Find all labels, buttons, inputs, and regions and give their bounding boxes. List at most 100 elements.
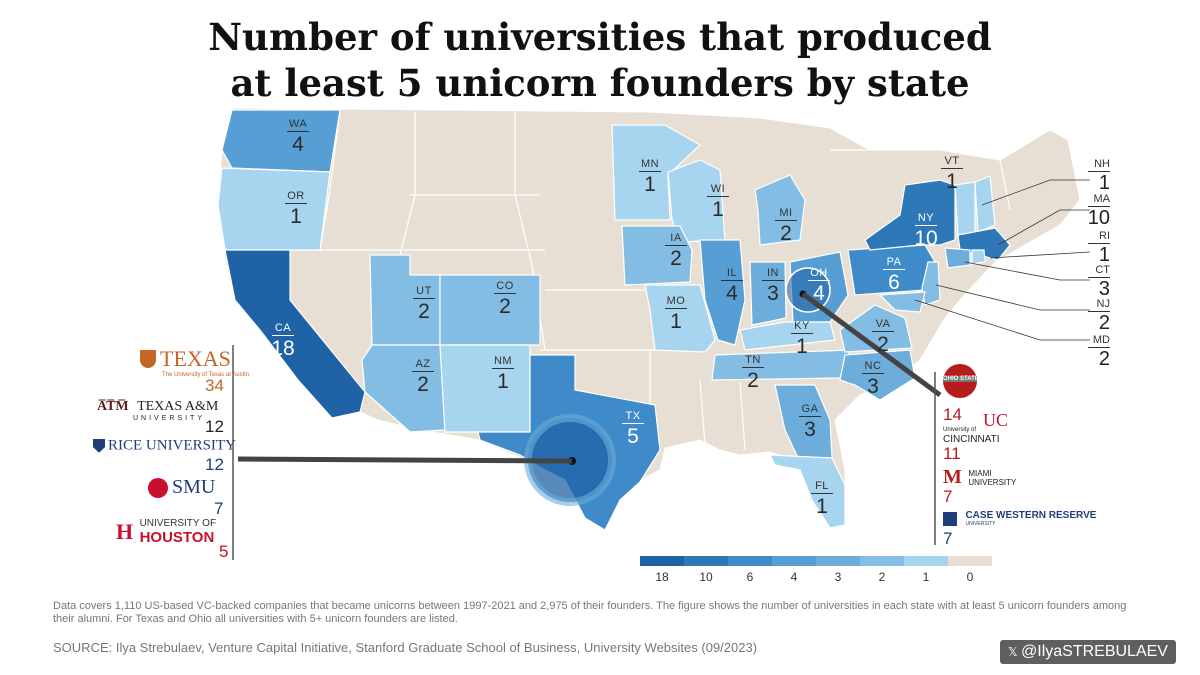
legend-label-4: 4 <box>790 570 798 584</box>
miami-logo: M MIAMI UNIVERSITY <box>943 466 1016 489</box>
label-nc-abbr: NC <box>864 360 882 372</box>
label-ct-abbr: CT <box>1095 264 1110 276</box>
source-line: SOURCE: Ilya Strebulaev, Venture Capital… <box>53 640 758 655</box>
legend-swatch-6 <box>728 556 772 566</box>
label-nj-abbr: NJ <box>1096 298 1110 310</box>
label-ma-num: 10 <box>1087 207 1110 229</box>
label-mi-abbr: MI <box>779 207 793 219</box>
label-ct: CT 3 <box>1050 264 1110 300</box>
uh-logo-text: UNIVERSITY OF <box>139 518 217 529</box>
twitter-handle[interactable]: 𝕏 @IlyaSTREBULAEV <box>1000 640 1176 664</box>
label-va: VA 2 <box>853 318 913 356</box>
label-ny-abbr: NY <box>917 212 935 224</box>
label-or: OR 1 <box>266 190 326 228</box>
label-ky: KY 1 <box>772 320 832 358</box>
label-wi-num: 1 <box>712 198 724 221</box>
label-ky-abbr: KY <box>794 320 810 332</box>
label-az-num: 2 <box>417 373 429 396</box>
state-co <box>439 274 541 346</box>
east-leader-lines <box>914 179 1091 341</box>
ohio-state-logo-text: OHIO STATE <box>943 376 979 382</box>
ut-austin-logo-sub: The University of Texas at Austin <box>162 372 249 378</box>
texas-am-logo-sub: UNIVERSITY <box>133 415 206 422</box>
label-ga-num: 3 <box>804 418 816 441</box>
label-or-abbr: OR <box>287 190 305 202</box>
label-il: IL 4 <box>702 267 762 305</box>
map-title: Number of universities that produced at … <box>0 14 1200 106</box>
ut-austin-logo: TEXAS The University of Texas at Austin <box>140 346 249 378</box>
state-ky <box>739 321 836 351</box>
label-vt-num: 1 <box>946 170 958 193</box>
cincinnati-logo-text: University of <box>943 427 977 433</box>
label-wa-abbr: WA <box>288 118 308 130</box>
miami-logo-text: MIAMI <box>968 468 992 478</box>
label-pa-num: 6 <box>888 271 900 294</box>
label-co-abbr: CO <box>496 280 514 292</box>
smu-seal-icon <box>148 477 168 498</box>
ut-austin-logo-text: TEXAS <box>160 346 231 371</box>
label-ca-num: 18 <box>271 337 295 360</box>
label-tn-num: 2 <box>747 369 759 392</box>
legend-swatch-4 <box>772 556 816 566</box>
label-oh: OH 4 <box>789 267 849 305</box>
case-western-logo: CASE WESTERN RESERVE UNIVERSITY <box>943 510 1096 528</box>
label-nj: NJ 2 <box>1050 298 1110 334</box>
label-va-num: 2 <box>877 333 889 356</box>
x-icon: 𝕏 <box>1008 645 1022 659</box>
state-in <box>749 261 787 326</box>
label-wi: WI 1 <box>688 183 748 221</box>
case-western-logo-text: CASE WESTERN RESERVE <box>965 510 1097 522</box>
legend-swatch-18 <box>640 556 684 566</box>
uh-count: 5 <box>219 542 229 561</box>
label-nh-abbr: NH <box>1094 158 1110 170</box>
label-tx-num: 5 <box>627 425 639 448</box>
label-fl-abbr: FL <box>815 480 829 492</box>
case-western-icon <box>943 511 957 526</box>
label-or-num: 1 <box>290 205 302 228</box>
title-line-2: at least 5 unicorn founders by state <box>230 61 970 105</box>
label-ga-abbr: GA <box>801 403 819 415</box>
state-ny <box>864 179 956 251</box>
label-oh-abbr: OH <box>810 267 828 279</box>
label-nc: NC 3 <box>843 360 903 398</box>
state-mo <box>644 284 716 353</box>
label-ny: NY 10 <box>896 212 956 250</box>
miami-logo-sub: UNIVERSITY <box>968 477 1017 487</box>
label-tx-abbr: TX <box>625 410 641 422</box>
label-nm-num: 1 <box>497 370 509 393</box>
label-mo-num: 1 <box>670 310 682 333</box>
label-mn: MN 1 <box>620 158 680 196</box>
label-az: AZ 2 <box>393 358 453 396</box>
label-ia-num: 2 <box>670 247 682 270</box>
label-in-abbr: IN <box>767 267 779 279</box>
ohio-highlight-circle <box>785 267 831 313</box>
handle-text: @IlyaSTREBULAEV <box>1021 643 1168 660</box>
label-tn-abbr: TN <box>745 354 761 366</box>
rice-shield-icon <box>93 438 105 453</box>
label-nj-num: 2 <box>1098 312 1110 334</box>
colored-states <box>217 109 1011 531</box>
label-mo-abbr: MO <box>666 295 686 307</box>
label-nm-abbr: NM <box>493 355 513 367</box>
case-western-logo-sub: UNIVERSITY <box>965 521 996 528</box>
atm-mark-icon: A̅T̅M̅ <box>97 399 129 414</box>
state-fl <box>769 454 846 529</box>
state-ri <box>971 249 986 265</box>
uh-logo-sub: HOUSTON <box>139 529 215 546</box>
title-line-1: Number of universities that produced <box>208 15 992 59</box>
label-co-num: 2 <box>499 295 511 318</box>
miami-m-icon: M <box>943 466 962 488</box>
label-il-num: 4 <box>726 282 738 305</box>
label-mi-num: 2 <box>780 222 792 245</box>
legend-swatch-1 <box>904 556 948 566</box>
texas-am-logo: A̅T̅M̅ TEXAS A&M UNIVERSITY <box>97 397 218 422</box>
label-tn: TN 2 <box>723 354 783 392</box>
cincinnati-count: 11 <box>943 444 961 463</box>
label-vt-abbr: VT <box>944 155 960 167</box>
legend-label-10: 10 <box>699 570 713 584</box>
label-wi-abbr: WI <box>710 183 726 195</box>
label-tx: TX 5 <box>603 410 663 448</box>
label-ia-abbr: IA <box>670 232 682 244</box>
ut-austin-count: 34 <box>205 376 224 395</box>
